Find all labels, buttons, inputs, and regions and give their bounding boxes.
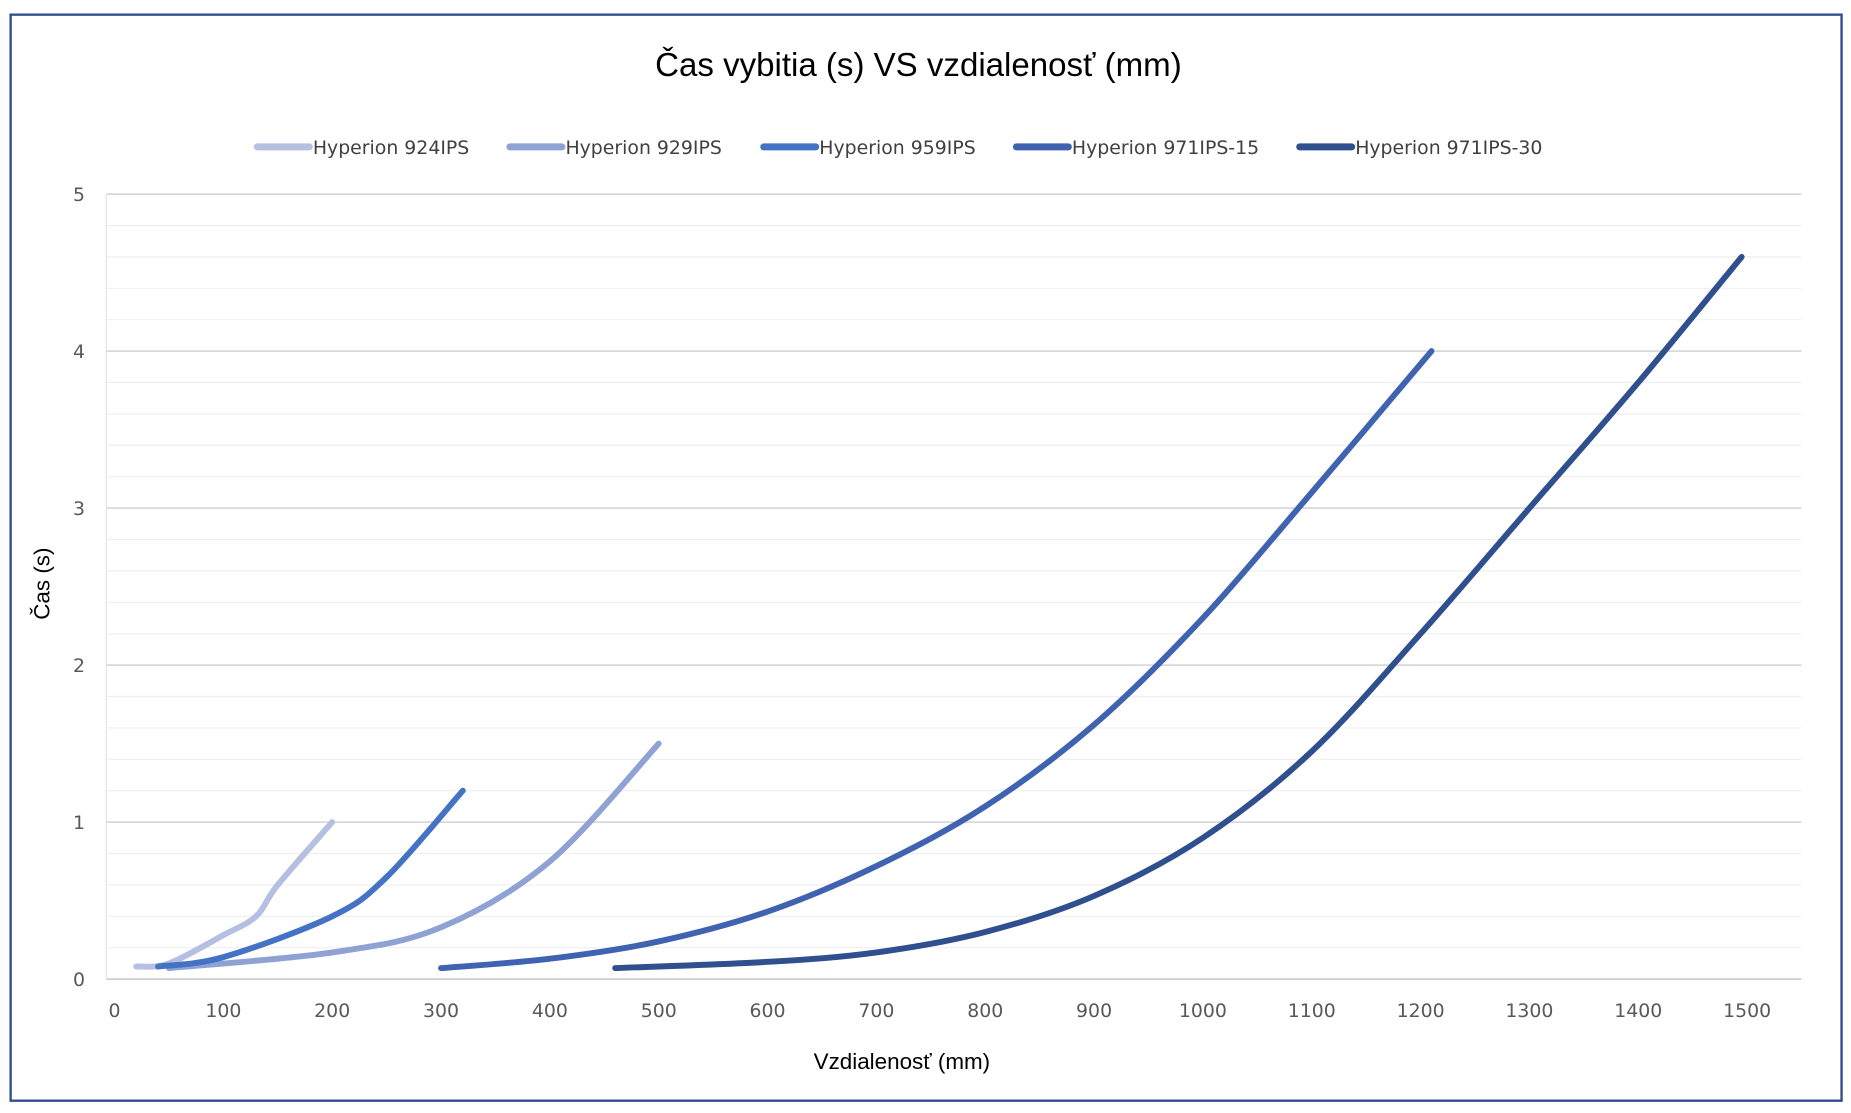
y-tick-label: 1 bbox=[73, 812, 85, 834]
x-tick-label: 900 bbox=[1076, 1000, 1112, 1022]
x-tick-label: 1300 bbox=[1505, 1000, 1553, 1022]
x-tick-label: 1500 bbox=[1723, 1000, 1771, 1022]
x-tick-label: 0 bbox=[108, 1000, 120, 1022]
legend-item: Hyperion 971IPS-15 bbox=[1012, 137, 1259, 159]
x-tick-label: 800 bbox=[967, 1000, 1003, 1022]
x-tick-label: 500 bbox=[641, 1000, 677, 1022]
gridlines bbox=[105, 193, 1802, 980]
x-tick-label: 400 bbox=[532, 1000, 568, 1022]
x-axis: 0 100 200 300 400 500 600 700 800 900 1000 1100 1200… bbox=[108, 1000, 1771, 1022]
y-tick-label: 0 bbox=[73, 969, 85, 991]
chart-frame bbox=[9, 13, 1843, 1102]
y-tick-label: 2 bbox=[73, 655, 85, 677]
y-tick-label: 4 bbox=[73, 341, 85, 363]
y-axis-label: Čas (s) bbox=[30, 548, 55, 620]
chart-title: Čas vybitia (s) VS vzdialenosť (mm) bbox=[655, 46, 1182, 84]
legend-item: Hyperion 971IPS-30 bbox=[1296, 137, 1542, 159]
y-axis: 0 1 2 3 4 5 bbox=[73, 184, 85, 991]
series-lines bbox=[133, 253, 1745, 972]
x-tick-label: 100 bbox=[205, 1000, 241, 1022]
x-tick-label: 1100 bbox=[1288, 1000, 1336, 1022]
series-line-hyperion-971ips-15 bbox=[438, 348, 1435, 972]
legend-label: Hyperion 959IPS bbox=[819, 137, 975, 159]
x-tick-label: 700 bbox=[858, 1000, 894, 1022]
x-tick-label: 1000 bbox=[1179, 1000, 1227, 1022]
series-line-hyperion-929ips bbox=[165, 740, 662, 972]
legend-item: Hyperion 959IPS bbox=[760, 137, 976, 159]
x-tick-label: 1400 bbox=[1614, 1000, 1662, 1022]
legend-label: Hyperion 924IPS bbox=[313, 137, 469, 159]
legend-label: Hyperion 971IPS-30 bbox=[1355, 137, 1542, 159]
series-line-hyperion-971ips-30 bbox=[612, 253, 1745, 972]
legend: Hyperion 924IPS Hyperion 929IPS Hyperion 9… bbox=[253, 137, 1542, 159]
x-tick-label: 300 bbox=[423, 1000, 459, 1022]
y-tick-label: 3 bbox=[73, 498, 85, 520]
series-line-hyperion-959ips bbox=[155, 787, 466, 970]
legend-label: Hyperion 929IPS bbox=[565, 137, 721, 159]
legend-item: Hyperion 924IPS bbox=[253, 137, 469, 159]
x-tick-label: 200 bbox=[314, 1000, 350, 1022]
legend-label: Hyperion 971IPS-15 bbox=[1072, 137, 1259, 159]
x-axis-label: Vzdialenosť (mm) bbox=[814, 1049, 991, 1074]
x-tick-label: 1200 bbox=[1397, 1000, 1445, 1022]
x-tick-label: 600 bbox=[750, 1000, 786, 1022]
y-tick-label: 5 bbox=[73, 184, 85, 206]
legend-item: Hyperion 929IPS bbox=[506, 137, 722, 159]
